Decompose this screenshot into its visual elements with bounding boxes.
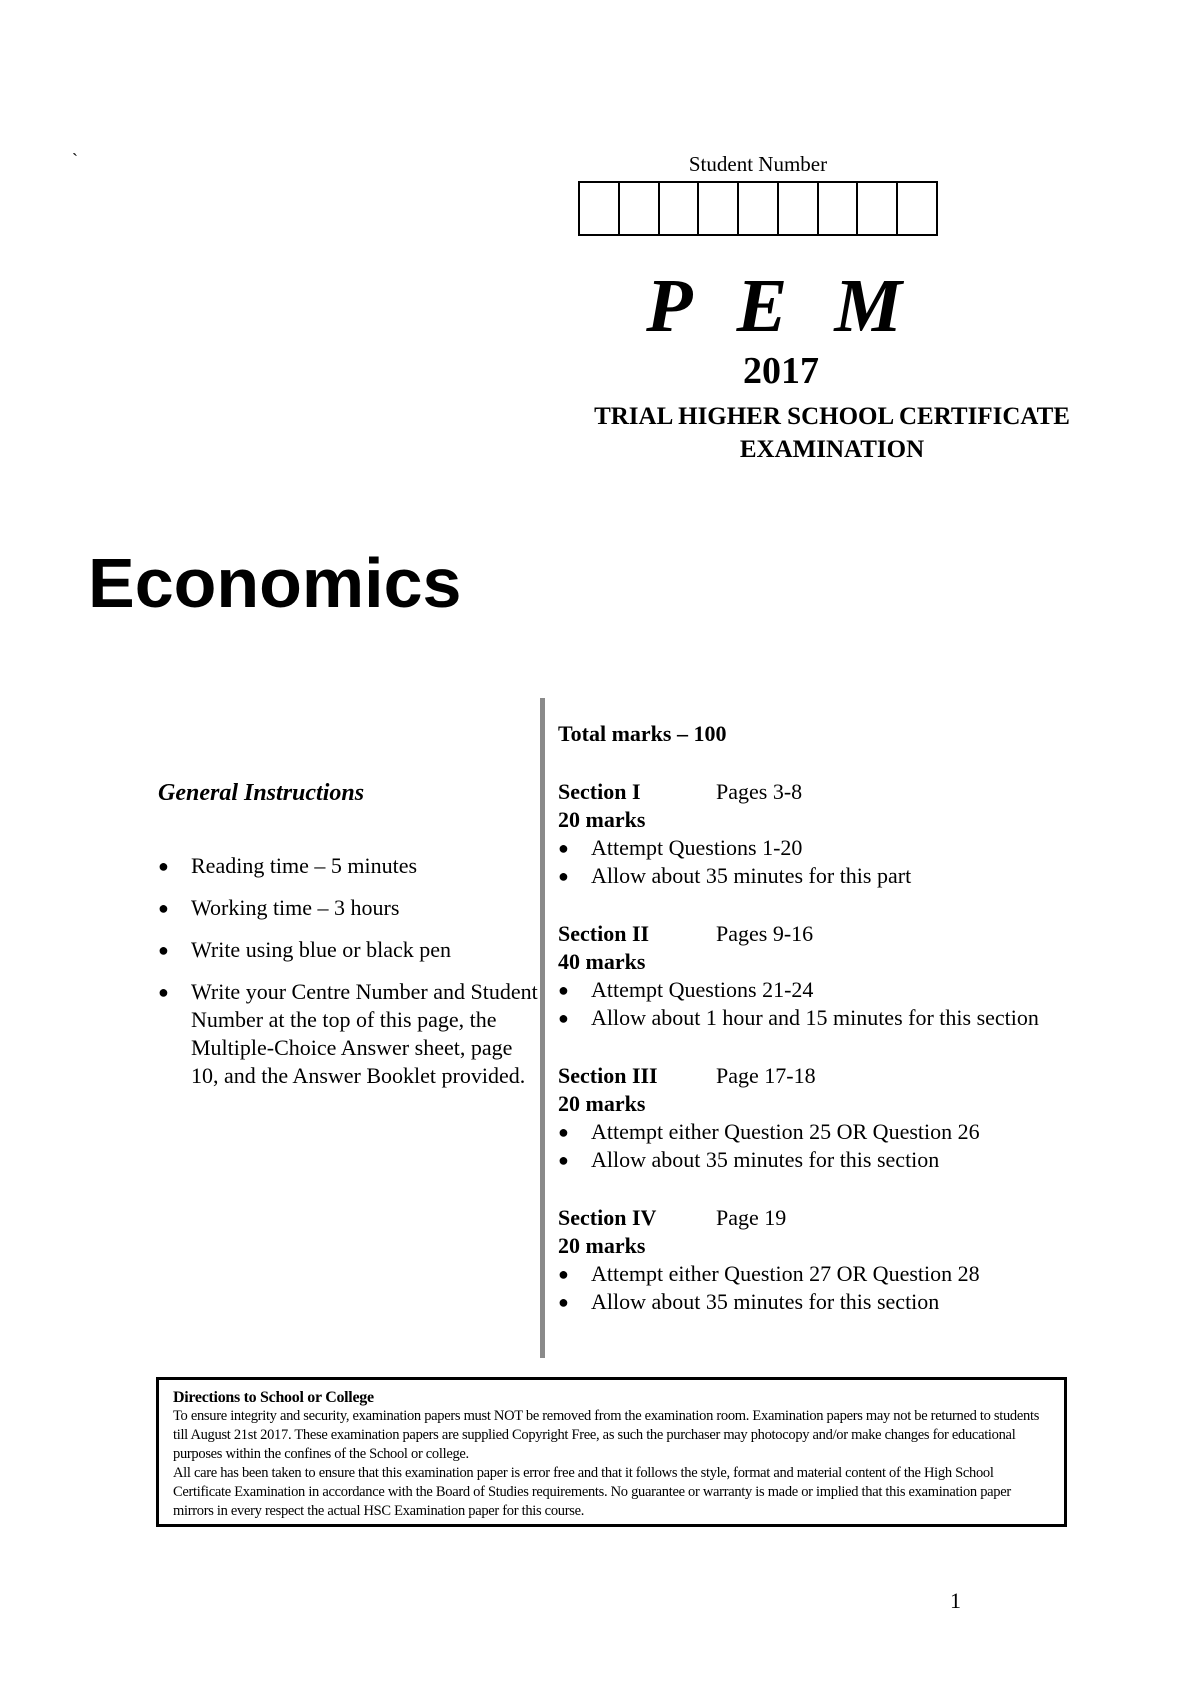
student-number-box[interactable] [699, 183, 740, 234]
exam-title: TRIAL HIGHER SCHOOL CERTIFICATE EXAMINAT… [540, 400, 1124, 466]
exam-title-line1: TRIAL HIGHER SCHOOL CERTIFICATE [594, 403, 1070, 430]
list-item: ● Attempt either Question 25 OR Question … [558, 1118, 1118, 1146]
section-name: Section III [558, 1063, 658, 1088]
student-number-box[interactable] [858, 183, 899, 234]
general-instructions-title: General Instructions [158, 780, 365, 806]
student-number-box[interactable] [898, 183, 936, 234]
list-item: ● Reading time – 5 minutes [158, 852, 538, 880]
section-block: Section II Pages 9-16 40 marks ● Attempt Qu… [558, 920, 1118, 1032]
section-instruction: Attempt either Question 27 OR Question 2… [591, 1261, 980, 1286]
section-block: Section IV Page 19 20 marks ● Attempt eithe… [558, 1204, 1118, 1316]
student-number-box[interactable] [660, 183, 700, 234]
section-block: Section I Pages 3-8 20 marks ● Attempt Ques… [558, 778, 1118, 890]
list-item: ● Write using blue or black pen [158, 936, 538, 964]
list-item: ● Allow about 35 minutes for this part [558, 862, 1118, 890]
student-number-box[interactable] [819, 183, 859, 234]
bullet-icon: ● [558, 980, 569, 1000]
bullet-icon: ● [158, 940, 169, 960]
student-number-box[interactable] [580, 183, 620, 234]
sections-summary: Total marks – 100 Section I Pages 3-8 20 … [558, 720, 1118, 1346]
list-item: ● Allow about 1 hour and 15 minutes for t… [558, 1004, 1118, 1032]
section-instruction: Allow about 35 minutes for this part [591, 863, 912, 888]
subject-title: Economics [88, 544, 462, 622]
list-item: ● Attempt Questions 21-24 [558, 976, 1118, 1004]
student-number-box[interactable] [779, 183, 819, 234]
column-divider [540, 698, 545, 1358]
instruction-text: Write using blue or black pen [191, 937, 451, 962]
section-instruction: Attempt Questions 1-20 [591, 835, 803, 860]
list-item: ● Write your Centre Number and Student Nu… [158, 978, 538, 1090]
section-pages: Pages 3-8 [716, 779, 803, 804]
list-item: ● Allow about 35 minutes for this section [558, 1288, 1118, 1316]
section-instruction: Allow about 35 minutes for this section [591, 1289, 940, 1314]
section-name: Section IV [558, 1205, 657, 1230]
directions-title: Directions to School or College [173, 1389, 374, 1406]
page-number: 1 [950, 1588, 961, 1613]
section-instruction: Attempt Questions 21-24 [591, 977, 814, 1002]
instruction-text: Working time – 3 hours [191, 895, 400, 920]
section-block: Section III Page 17-18 20 marks ● Attempt e… [558, 1062, 1118, 1174]
section-pages: Pages 9-16 [716, 921, 814, 946]
list-item: ● Allow about 35 minutes for this section [558, 1146, 1118, 1174]
bullet-icon: ● [558, 1264, 569, 1284]
list-item: ● Attempt either Question 27 OR Question … [558, 1260, 1118, 1288]
bullet-icon: ● [558, 838, 569, 858]
section-instruction: Allow about 1 hour and 15 minutes for th… [591, 1005, 1039, 1030]
section-instruction: Allow about 35 minutes for this section [591, 1147, 940, 1172]
bullet-icon: ● [158, 856, 169, 876]
section-instruction: Attempt either Question 25 OR Question 2… [591, 1119, 980, 1144]
bullet-icon: ● [558, 1008, 569, 1028]
student-number-boxes[interactable] [578, 181, 938, 236]
section-pages: Page 19 [716, 1205, 787, 1230]
exam-year: 2017 [743, 350, 819, 392]
stray-mark: ` [72, 150, 78, 170]
general-instructions-list: ● Reading time – 5 minutes ● Working time … [158, 852, 538, 1104]
list-item: ● Working time – 3 hours [158, 894, 538, 922]
bullet-icon: ● [558, 1150, 569, 1170]
directions-paragraph-1: To ensure integrity and security, examin… [173, 1408, 1040, 1462]
section-marks: 20 marks [558, 1233, 646, 1258]
bullet-icon: ● [158, 898, 169, 918]
total-marks: Total marks – 100 [558, 721, 727, 746]
bullet-icon: ● [158, 982, 169, 1002]
section-name: Section I [558, 779, 641, 804]
student-number-box[interactable] [739, 183, 779, 234]
section-pages: Page 17-18 [716, 1063, 816, 1088]
section-marks: 20 marks [558, 1091, 646, 1116]
directions-paragraph-2: All care has been taken to ensure that t… [173, 1465, 1011, 1519]
section-marks: 20 marks [558, 807, 646, 832]
bullet-icon: ● [558, 1292, 569, 1312]
student-number-box[interactable] [620, 183, 660, 234]
exam-title-line2: EXAMINATION [739, 436, 925, 463]
instruction-text: Reading time – 5 minutes [191, 853, 418, 878]
list-item: ● Attempt Questions 1-20 [558, 834, 1118, 862]
instruction-text: Write your Centre Number and Student Num… [191, 979, 538, 1088]
directions-box: Directions to School or College To ensur… [156, 1377, 1067, 1527]
student-number-label: Student Number [688, 152, 828, 176]
pem-logo: P E M [646, 264, 916, 348]
section-marks: 40 marks [558, 949, 646, 974]
bullet-icon: ● [558, 866, 569, 886]
section-name: Section II [558, 921, 650, 946]
bullet-icon: ● [558, 1122, 569, 1142]
